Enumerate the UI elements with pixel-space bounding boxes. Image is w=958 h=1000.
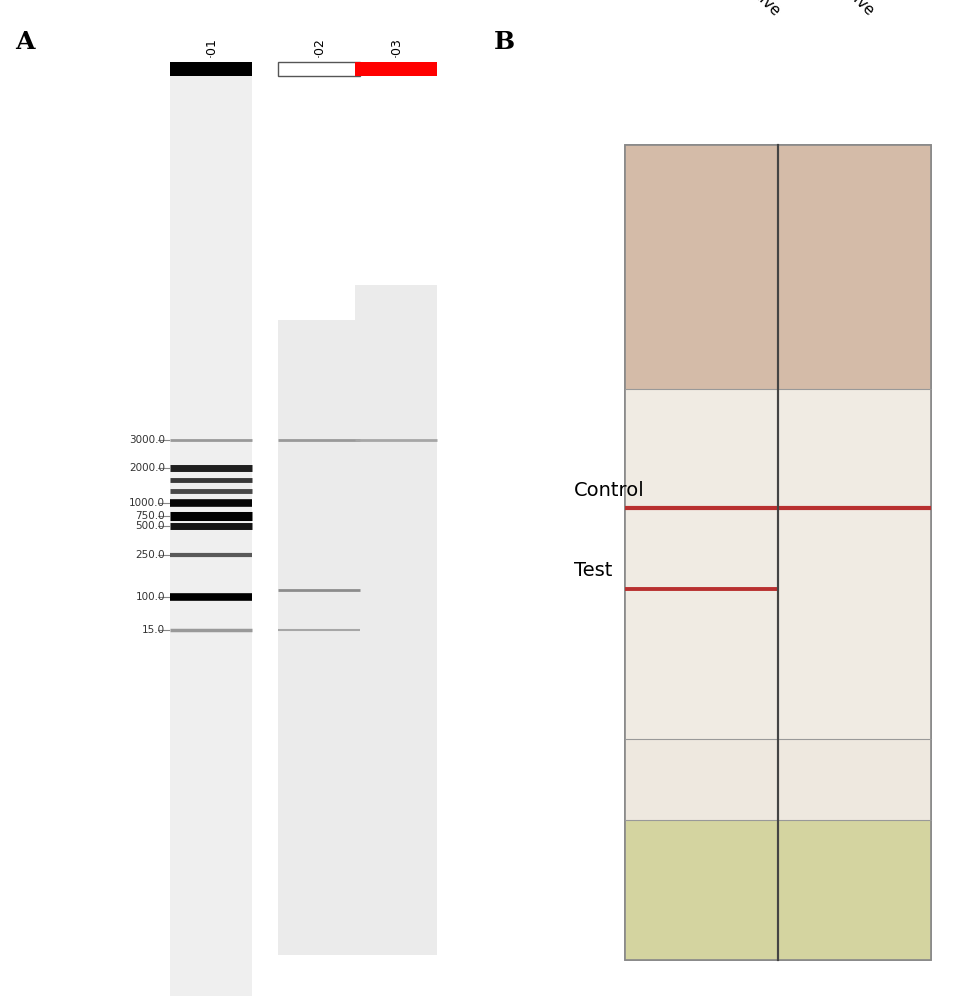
Bar <box>170 76 252 996</box>
Bar <box>625 389 931 739</box>
Text: 2000.0: 2000.0 <box>129 463 165 473</box>
Bar <box>278 62 360 76</box>
Bar <box>278 320 360 955</box>
Text: 500.0: 500.0 <box>135 521 165 531</box>
Text: Positive: Positive <box>731 0 784 20</box>
Bar <box>625 820 931 960</box>
Bar <box>355 62 437 76</box>
Text: 1000.0: 1000.0 <box>129 498 165 508</box>
Text: A: A <box>15 30 34 54</box>
Text: 3000.0: 3000.0 <box>129 435 165 445</box>
Text: 250.0: 250.0 <box>135 550 165 560</box>
Text: Test: Test <box>574 560 612 580</box>
Text: 100.0: 100.0 <box>135 592 165 602</box>
Bar <box>170 62 252 76</box>
Text: B: B <box>494 30 515 54</box>
Text: Negative: Negative <box>817 0 877 20</box>
Text: Control: Control <box>574 481 645 499</box>
Bar <box>625 739 931 820</box>
Text: 750.0: 750.0 <box>135 511 165 521</box>
Bar <box>625 145 931 960</box>
Bar <box>625 145 931 389</box>
Text: ·01: ·01 <box>204 37 217 57</box>
Bar <box>625 145 931 960</box>
Text: ·02: ·02 <box>312 37 326 57</box>
Text: 15.0: 15.0 <box>142 625 165 635</box>
Text: ·03: ·03 <box>390 37 402 57</box>
Bar <box>355 285 437 955</box>
